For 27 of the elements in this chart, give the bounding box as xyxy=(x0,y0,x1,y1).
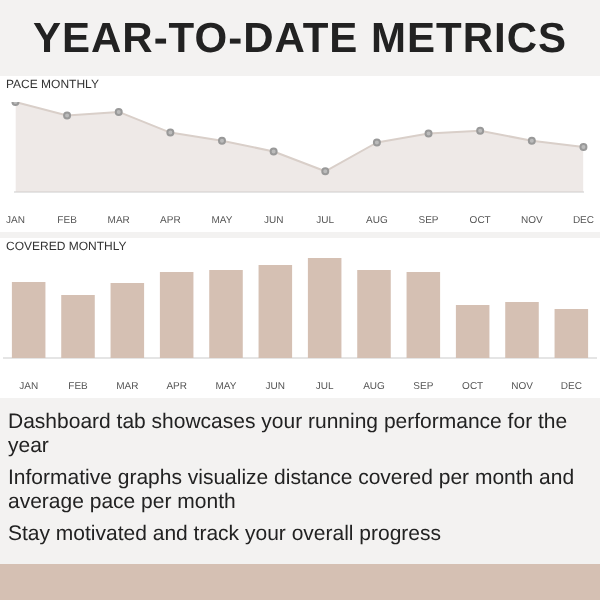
bar xyxy=(209,270,243,358)
point xyxy=(527,136,536,145)
point xyxy=(63,111,72,120)
text: Stay motivated and track your overall progress xyxy=(8,522,444,546)
point xyxy=(114,107,123,116)
bar xyxy=(357,270,391,358)
bar xyxy=(307,258,342,358)
point xyxy=(372,138,381,147)
bar xyxy=(159,272,194,358)
bar xyxy=(455,305,490,358)
point xyxy=(269,147,278,156)
point xyxy=(424,129,433,138)
point xyxy=(476,126,485,135)
point xyxy=(579,143,588,151)
text: Informative graphs visualize distance covered per month and average pace per month xyxy=(8,466,577,514)
bar xyxy=(258,265,293,358)
point xyxy=(321,167,330,176)
text: Dashboard tab showcases your running performance for the year xyxy=(8,410,570,458)
bar xyxy=(61,295,95,358)
bar xyxy=(406,272,441,358)
bar xyxy=(11,282,46,358)
point xyxy=(166,128,175,137)
bar xyxy=(505,302,539,358)
bar xyxy=(554,309,589,358)
point xyxy=(217,136,226,145)
text: YEAR-TO-DATE METRICS xyxy=(30,14,570,66)
bar xyxy=(110,283,145,358)
